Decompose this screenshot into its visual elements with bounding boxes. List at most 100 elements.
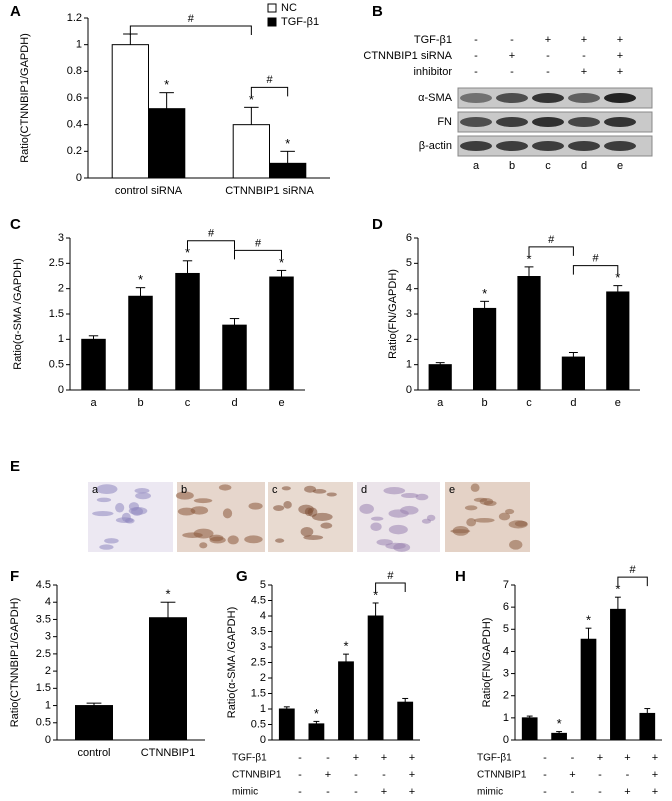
image-label: b bbox=[181, 484, 187, 496]
cell bbox=[514, 520, 528, 527]
condition-sign: + bbox=[652, 752, 658, 764]
y-tick-label: 0.5 bbox=[49, 359, 64, 371]
panel-label: G bbox=[236, 568, 248, 585]
y-tick-label: 3 bbox=[406, 308, 412, 320]
cell bbox=[383, 487, 406, 495]
condition-sign: + bbox=[581, 66, 587, 78]
x-tick-label: b bbox=[482, 397, 488, 409]
condition-sign: + bbox=[409, 786, 415, 798]
condition-sign: - bbox=[474, 66, 478, 78]
y-tick-label: 1.5 bbox=[49, 308, 64, 320]
condition-name: CTNNBIP1 bbox=[232, 770, 282, 781]
cell bbox=[326, 492, 337, 497]
significance-star: * bbox=[615, 270, 620, 285]
y-tick-label: 4 bbox=[260, 610, 266, 622]
y-tick-label: 4 bbox=[503, 645, 509, 657]
blot-band bbox=[604, 117, 636, 127]
y-axis-label: Ratio(CTNNBIP1/GAPDH) bbox=[19, 33, 31, 163]
y-tick-label: 0.8 bbox=[67, 65, 82, 77]
cell bbox=[359, 503, 374, 514]
x-tick-label: c bbox=[185, 397, 191, 409]
significance-star: * bbox=[279, 255, 284, 270]
condition-sign: + bbox=[617, 34, 623, 46]
condition-sign: + bbox=[409, 769, 415, 781]
blot-band bbox=[532, 117, 564, 127]
y-tick-label: 0.2 bbox=[67, 145, 82, 157]
y-tick-label: 1.5 bbox=[36, 682, 51, 694]
bracket bbox=[187, 240, 235, 250]
condition-sign: - bbox=[546, 50, 550, 62]
condition-name: CTNNBIP1 bbox=[477, 770, 527, 781]
condition-sign: - bbox=[543, 769, 547, 781]
condition-sign: - bbox=[298, 786, 302, 798]
x-tick-label: a bbox=[437, 397, 444, 409]
y-tick-label: 2 bbox=[45, 665, 51, 677]
bracket-label: # bbox=[387, 570, 394, 582]
cell bbox=[388, 524, 408, 535]
cell bbox=[498, 512, 511, 521]
y-tick-label: 2.5 bbox=[49, 257, 64, 269]
blot-band bbox=[460, 93, 492, 103]
condition-sign: + bbox=[381, 786, 387, 798]
y-tick-label: 2.5 bbox=[36, 648, 51, 660]
image-label: e bbox=[449, 484, 455, 496]
condition-name: TGF-β1 bbox=[414, 34, 452, 46]
y-tick-label: 0 bbox=[58, 384, 64, 396]
cell bbox=[222, 508, 233, 519]
condition-sign: - bbox=[598, 786, 602, 798]
condition-sign: + bbox=[381, 752, 387, 764]
bar bbox=[278, 708, 295, 741]
condition-sign: + bbox=[353, 752, 359, 764]
panel-label: C bbox=[10, 216, 21, 233]
bar bbox=[81, 338, 106, 391]
bar bbox=[149, 617, 187, 741]
cell bbox=[135, 492, 151, 500]
panel-label: B bbox=[372, 3, 383, 20]
y-tick-label: 2.5 bbox=[251, 656, 266, 668]
significance-star: * bbox=[285, 136, 290, 151]
x-tick-label: control siRNA bbox=[115, 185, 183, 197]
y-tick-label: 3.5 bbox=[36, 613, 51, 625]
bracket bbox=[528, 246, 574, 256]
cell bbox=[401, 493, 419, 499]
cell bbox=[248, 502, 263, 510]
bracket bbox=[250, 86, 289, 97]
bracket bbox=[234, 249, 282, 260]
significance-star: * bbox=[482, 286, 487, 301]
bar bbox=[222, 324, 247, 391]
blot-band bbox=[532, 141, 564, 151]
blot-band bbox=[496, 117, 528, 127]
condition-sign: - bbox=[571, 752, 575, 764]
y-tick-label: 5 bbox=[503, 623, 509, 635]
bar bbox=[175, 272, 200, 391]
lane-label: b bbox=[509, 160, 515, 172]
bracket bbox=[617, 576, 648, 587]
cell bbox=[483, 500, 497, 506]
condition-sign: + bbox=[509, 50, 515, 62]
y-axis-label: Ratio(CTNNBIP1/GAPDH) bbox=[9, 598, 21, 728]
cell bbox=[115, 517, 134, 523]
condition-sign: - bbox=[543, 752, 547, 764]
bar bbox=[561, 356, 585, 391]
cell bbox=[104, 538, 119, 544]
x-tick-label: b bbox=[137, 397, 143, 409]
y-tick-label: 2 bbox=[406, 333, 412, 345]
y-tick-label: 0 bbox=[503, 734, 509, 746]
bar bbox=[551, 732, 567, 741]
condition-sign: - bbox=[326, 752, 330, 764]
cell bbox=[393, 542, 411, 552]
bar bbox=[338, 661, 354, 741]
condition-sign: - bbox=[571, 786, 575, 798]
cell bbox=[244, 535, 263, 544]
image-label: c bbox=[272, 484, 278, 496]
x-tick-label: a bbox=[90, 397, 97, 409]
bar bbox=[580, 638, 597, 741]
cell bbox=[320, 522, 333, 529]
cell bbox=[474, 517, 495, 523]
bracket-label: # bbox=[255, 237, 262, 249]
cell bbox=[182, 532, 203, 538]
y-axis-label: Ratio(FN/GAPDH) bbox=[387, 269, 399, 359]
bar bbox=[75, 705, 113, 741]
bracket-label: # bbox=[266, 74, 273, 86]
cell bbox=[466, 518, 477, 527]
